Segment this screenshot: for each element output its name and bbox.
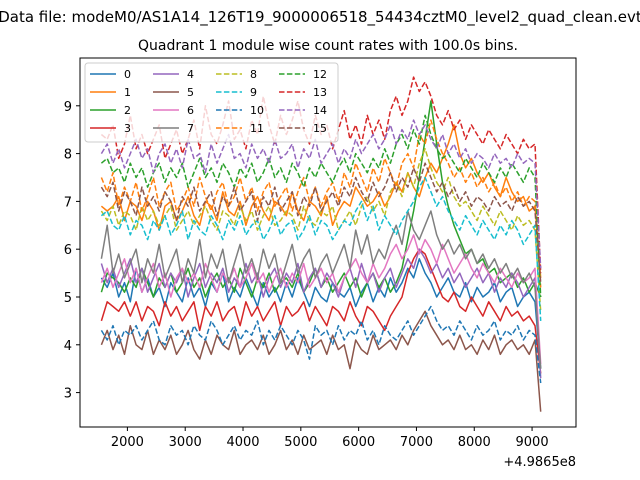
x-tick-label: 6000: [342, 435, 375, 450]
y-tick-label: 6: [64, 243, 72, 258]
figure-suptitle: Data file: modeM0/AS1A14_126T19_90000065…: [0, 8, 640, 27]
legend-label-1: 1: [124, 86, 131, 99]
legend-label-2: 2: [124, 104, 131, 117]
legend-label-14: 14: [313, 104, 327, 117]
legend-label-0: 0: [124, 68, 131, 81]
legend-label-12: 12: [313, 68, 327, 81]
legend-label-4: 4: [187, 68, 194, 81]
y-tick-label: 3: [64, 387, 72, 402]
legend-label-9: 9: [250, 86, 257, 99]
legend-label-15: 15: [313, 122, 327, 135]
plot-frame: [79, 57, 577, 428]
series-line-12: [100, 114, 542, 298]
y-tick-label: 9: [64, 100, 72, 115]
series-line-10: [100, 305, 542, 384]
x-tick-label: 3000: [169, 435, 202, 450]
legend-frame: [84, 62, 339, 143]
series-line-9: [100, 176, 542, 321]
y-axis: 3 4 5 6 7 8 9: [64, 100, 80, 402]
series-line-5: [100, 310, 542, 412]
y-tick-label: 8: [64, 148, 72, 163]
legend-label-7: 7: [187, 122, 194, 135]
legend-label-13: 13: [313, 86, 327, 99]
x-tick-label: 9000: [516, 435, 549, 450]
x-tick-label: 7000: [400, 435, 433, 450]
series-line-14: [100, 119, 542, 269]
series-line-11: [100, 119, 542, 288]
legend-label-3: 3: [124, 122, 131, 135]
legend-label-10: 10: [250, 104, 264, 117]
series-line-7: [100, 210, 542, 369]
series-line-3: [100, 248, 542, 374]
series-line-15: [100, 162, 542, 283]
series-line-0: [100, 258, 542, 369]
x-axis: 2000 3000 4000 5000 6000 7000 8000 9000: [111, 427, 549, 450]
x-tick-label: 4000: [226, 435, 259, 450]
y-tick-label: 7: [64, 195, 72, 210]
series-line-4: [100, 248, 542, 379]
series-layer: [100, 76, 542, 412]
x-tick-label: 2000: [111, 435, 144, 450]
series-line-6: [100, 234, 542, 364]
y-tick-label: 4: [64, 339, 72, 354]
y-tick-label: 5: [64, 291, 72, 306]
x-tick-label: 8000: [458, 435, 491, 450]
legend-label-11: 11: [250, 122, 264, 135]
x-tick-label: 5000: [284, 435, 317, 450]
x-offset-text: +4.9865e8: [503, 455, 576, 470]
legend-label-8: 8: [250, 68, 257, 81]
legend-label-6: 6: [187, 104, 194, 117]
chart-title: Quadrant 1 module wise count rates with …: [138, 38, 518, 54]
legend-label-5: 5: [187, 86, 194, 99]
